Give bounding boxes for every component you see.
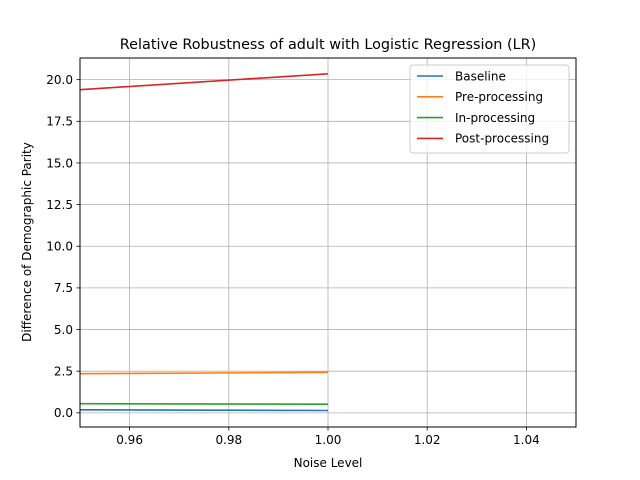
y-tick-label: 7.5 (54, 281, 73, 295)
legend-label-in-processing: In-processing (455, 111, 535, 125)
x-tick-label: 1.02 (414, 433, 441, 447)
y-axis-ticks: 0.0 2.5 5.0 7.5 10.0 12.5 15.0 17.5 20.0 (46, 73, 80, 420)
series-lines (79, 73, 329, 412)
legend-label-baseline: Baseline (455, 69, 506, 83)
y-tick-label: 15.0 (46, 156, 73, 170)
y-tick-label: 17.5 (46, 115, 73, 129)
y-tick-label: 20.0 (46, 73, 73, 87)
x-tick-label: 0.98 (215, 433, 242, 447)
legend-label-pre-processing: Pre-processing (455, 90, 543, 104)
x-tick-label: 1.04 (513, 433, 540, 447)
legend-label-post-processing: Post-processing (455, 132, 549, 146)
x-axis-ticks: 0.96 0.98 1.00 1.02 1.04 (116, 427, 540, 447)
legend: Baseline Pre-processing In-processing Post-… (409, 64, 570, 154)
y-tick-label: 0.0 (54, 406, 73, 420)
x-tick-label: 0.96 (116, 433, 143, 447)
y-tick-label: 2.5 (54, 364, 73, 378)
series-line-post-processing (79, 73, 329, 91)
y-axis-label: Difference of Demographic Parity (20, 142, 34, 342)
x-axis-label: Noise Level (294, 456, 363, 470)
legend-box (409, 64, 570, 154)
series-line-baseline (79, 409, 329, 412)
series-line-pre-processing (79, 371, 329, 375)
x-tick-label: 1.00 (315, 433, 342, 447)
chart-title: Relative Robustness of adult with Logist… (120, 37, 536, 53)
y-tick-label: 12.5 (46, 198, 73, 212)
y-tick-label: 5.0 (54, 323, 73, 337)
y-tick-label: 10.0 (46, 240, 73, 254)
